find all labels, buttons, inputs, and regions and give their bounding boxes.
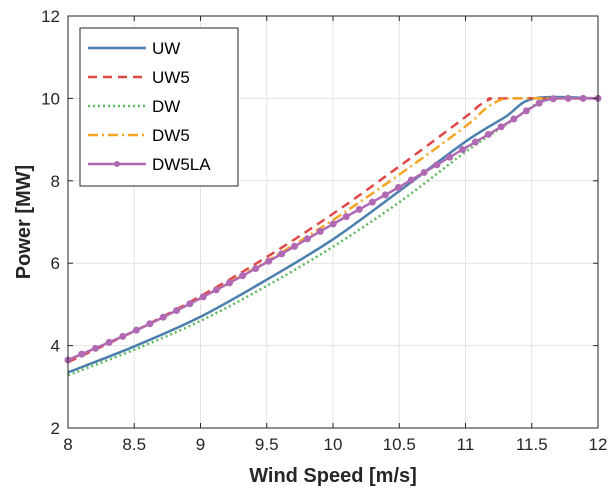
series-marker-dw5la bbox=[146, 320, 154, 328]
series-marker-dw5la bbox=[329, 220, 337, 228]
series-marker-dw5la bbox=[484, 130, 492, 138]
legend-box bbox=[79, 27, 239, 187]
x-tick-label: 11 bbox=[457, 435, 475, 454]
series-marker-dw5la bbox=[497, 123, 505, 131]
series-marker-dw5la bbox=[420, 168, 428, 176]
series-marker-dw5la bbox=[212, 286, 220, 294]
x-tick-label: 8 bbox=[63, 435, 72, 454]
series-marker-dw5la bbox=[522, 107, 530, 115]
series-marker-dw5la bbox=[291, 242, 299, 250]
series-lines bbox=[64, 94, 602, 377]
y-tick-label: 2 bbox=[51, 419, 60, 438]
y-tick-label: 6 bbox=[51, 254, 60, 273]
x-axis-label: Wind Speed [m/s] bbox=[249, 465, 417, 487]
series-marker-dw5la bbox=[173, 307, 181, 315]
x-tick-label: 11.5 bbox=[516, 435, 548, 454]
series-marker-dw5la bbox=[394, 183, 402, 191]
x-tick-label: 10.5 bbox=[383, 435, 416, 454]
x-tick-label: 8.5 bbox=[122, 435, 146, 454]
series-marker-dw5la bbox=[91, 344, 99, 352]
series-marker-dw5la bbox=[381, 191, 389, 199]
series-marker-dw5la bbox=[459, 146, 467, 154]
series-marker-dw5la bbox=[159, 313, 167, 321]
y-tick-label: 8 bbox=[51, 172, 60, 191]
x-tick-label: 12 bbox=[589, 435, 608, 454]
series-marker-dw5la bbox=[535, 99, 543, 107]
series-marker-dw5la bbox=[265, 257, 273, 265]
series-marker-dw5la bbox=[119, 332, 127, 340]
x-tick-label: 9 bbox=[196, 435, 205, 454]
series-marker-dw5la bbox=[407, 176, 415, 184]
y-tick-label: 10 bbox=[41, 89, 60, 108]
y-tick-label: 12 bbox=[41, 7, 60, 26]
series-line-uw bbox=[67, 95, 599, 374]
series-marker-dw5la bbox=[186, 300, 194, 308]
series-marker-dw5la bbox=[316, 227, 324, 235]
series-marker-dw5la bbox=[510, 115, 518, 123]
x-tick-label: 9.5 bbox=[255, 435, 279, 454]
legend-marker-dw5la bbox=[114, 161, 120, 167]
series-marker-dw5la bbox=[564, 94, 572, 102]
series-marker-dw5la bbox=[199, 293, 207, 301]
x-axis-ticks: 8 8.5 9 9.5 10 10.5 11 11.5 12 bbox=[63, 16, 607, 454]
series-marker-dw5la bbox=[471, 138, 479, 146]
series-marker-dw5la bbox=[433, 161, 441, 169]
series-marker-dw5la bbox=[278, 250, 286, 258]
series-marker-dw5la bbox=[132, 326, 140, 334]
legend-label-dw: DW bbox=[152, 97, 180, 116]
series-marker-dw5la bbox=[342, 213, 350, 221]
y-axis-label: Power [MW] bbox=[13, 165, 35, 279]
legend: UW UW5 DW DW5 DW5LA bbox=[79, 27, 239, 187]
series-marker-dw5la bbox=[579, 94, 587, 102]
legend-label-dw5la: DW5LA bbox=[152, 155, 211, 174]
legend-label-uw5: UW5 bbox=[152, 68, 190, 87]
series-marker-dw5la bbox=[78, 350, 86, 358]
y-axis-ticks: 2 4 6 8 10 12 bbox=[41, 7, 598, 438]
legend-label-uw: UW bbox=[152, 39, 180, 58]
series-marker-dw5la bbox=[549, 95, 557, 103]
y-tick-label: 4 bbox=[51, 337, 60, 356]
series-marker-dw5la bbox=[225, 279, 233, 287]
legend-label-dw5: DW5 bbox=[152, 126, 190, 145]
series-marker-dw5la bbox=[355, 205, 363, 213]
series-marker-dw5la bbox=[368, 198, 376, 206]
series-marker-dw5la bbox=[252, 265, 260, 273]
series-marker-dw5la bbox=[239, 272, 247, 280]
series-marker-dw5la bbox=[446, 153, 454, 161]
series-marker-dw5la bbox=[105, 338, 113, 346]
series-marker-dw5la bbox=[303, 235, 311, 243]
series-line-dw bbox=[67, 96, 599, 377]
x-tick-label: 10 bbox=[324, 435, 343, 454]
